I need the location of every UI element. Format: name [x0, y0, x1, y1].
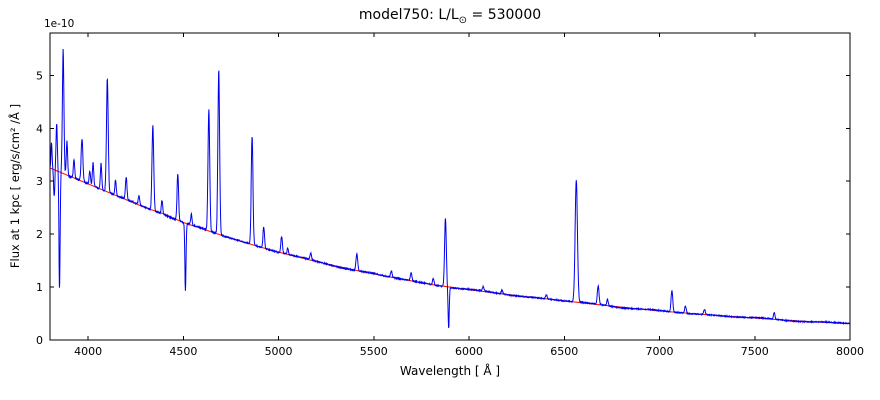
- svg-text:2: 2: [36, 228, 43, 241]
- svg-text:0: 0: [36, 334, 43, 347]
- svg-text:3: 3: [36, 175, 43, 188]
- svg-text:5000: 5000: [265, 345, 293, 358]
- svg-text:5: 5: [36, 69, 43, 82]
- title-main: model750: L/L: [358, 7, 459, 23]
- svg-text:7500: 7500: [741, 345, 769, 358]
- svg-text:6000: 6000: [455, 345, 483, 358]
- x-axis-label: Wavelength [ Å ]: [399, 364, 501, 378]
- svg-text:4: 4: [36, 122, 43, 135]
- svg-text:7000: 7000: [646, 345, 674, 358]
- y-axis-label: Flux at 1 kpc [ erg/s/cm² /Å ]: [8, 103, 22, 269]
- svg-text:8000: 8000: [836, 345, 864, 358]
- svg-text:4500: 4500: [169, 345, 197, 358]
- svg-text:6500: 6500: [550, 345, 578, 358]
- chart-title: model750: L/L⊙ = 530000: [50, 7, 850, 26]
- title-rest: = 530000: [467, 7, 542, 23]
- svg-text:4000: 4000: [74, 345, 102, 358]
- y-axis-offset-label: 1e-10: [44, 18, 75, 30]
- svg-text:5500: 5500: [360, 345, 388, 358]
- svg-text:1: 1: [36, 281, 43, 294]
- title-sun-symbol: ⊙: [458, 14, 468, 26]
